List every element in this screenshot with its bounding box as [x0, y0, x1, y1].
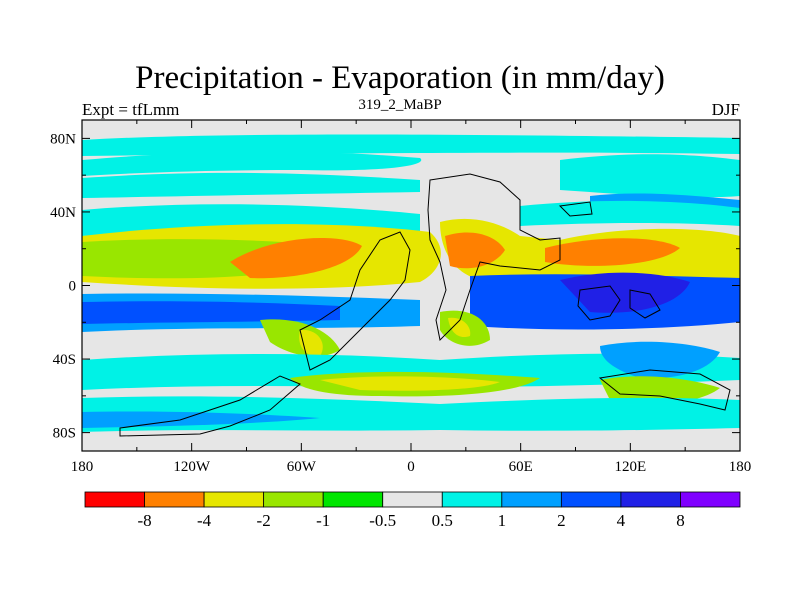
outline-africa-eurasia [427, 173, 561, 342]
field-band-n1 [82, 134, 740, 156]
field-s-ribbon-green-e [600, 376, 720, 404]
colorbar-label: -2 [257, 511, 271, 530]
season-label: DJF [711, 100, 740, 119]
colorbar-swatch [263, 491, 324, 508]
colorbar-swatch [382, 491, 443, 508]
x-tick-label: 60E [509, 459, 533, 475]
colorbar-swatch [501, 491, 562, 508]
colorbar-label: 1 [498, 511, 507, 530]
y-tick-label: 0 [69, 279, 77, 295]
colorbar-swatch [620, 491, 681, 508]
field-smid-blue-e [600, 341, 720, 379]
continent-outlines [119, 173, 731, 437]
outline-australia-e [629, 289, 661, 319]
outline-asia-fragment [558, 201, 593, 217]
field-eq-west-core [82, 301, 340, 324]
colorbar-swatch [144, 491, 205, 508]
field-ndry-west-core [230, 238, 362, 279]
y-tick-label: 40N [50, 205, 76, 221]
field-ndry-africa-core [445, 232, 505, 269]
colorbar: -8 -4 -2 -1 -0.5 0.5 1 2 4 8 [84, 491, 741, 530]
colorbar-swatch [84, 491, 145, 508]
field-nsub-cyan-e [520, 200, 740, 226]
axis-ticks: 180 120W 60W 0 60E 120E 180 80N 40N 0 40S 80S [50, 120, 751, 475]
colorbar-label: 0.5 [432, 511, 453, 530]
field-band-n3 [82, 172, 420, 198]
field-eq-east-core [560, 272, 690, 313]
outline-america [299, 231, 411, 371]
chart-title: Precipitation - Evaporation (in mm/day) [135, 60, 665, 96]
field-band-n2 [82, 151, 422, 176]
colorbar-label: 4 [617, 511, 626, 530]
colorbar-label: -8 [137, 511, 151, 530]
colorbar-swatch [441, 491, 503, 508]
x-tick-label: 180 [71, 459, 94, 475]
colorbar-swatch [322, 491, 384, 508]
colorbar-label: 2 [557, 511, 566, 530]
outline-antarctica [119, 375, 301, 437]
precip-evap-field [82, 120, 740, 451]
x-tick-label: 120W [173, 459, 211, 475]
colorbar-label: 8 [676, 511, 685, 530]
outline-southern-east [598, 369, 731, 411]
y-tick-label: 80S [53, 426, 76, 442]
colorbar-swatch [203, 491, 265, 508]
field-s-ribbon-yellow [320, 376, 500, 391]
field-ssub-patch-4 [448, 317, 471, 338]
experiment-label: Expt = tfLmm [82, 100, 180, 119]
colorbar-label: -4 [197, 511, 212, 530]
field-ndry-asia-core [545, 238, 680, 266]
x-tick-label: 180 [729, 459, 752, 475]
colorbar-label: -1 [316, 511, 330, 530]
field-spolar-blue [82, 411, 320, 428]
field-spolar-gray [82, 430, 740, 451]
colorbar-swatch [680, 491, 741, 508]
field-band-n4 [560, 154, 740, 198]
x-tick-label: 0 [407, 459, 415, 475]
x-tick-label: 120E [614, 459, 646, 475]
chart-subtitle: 319_2_MaBP [358, 97, 442, 113]
y-tick-label: 40S [53, 352, 76, 368]
x-tick-label: 60W [287, 459, 317, 475]
y-tick-label: 80N [50, 131, 76, 147]
colorbar-label: -0.5 [369, 511, 396, 530]
field-smid-cyan [82, 353, 740, 390]
colorbar-swatch [560, 491, 622, 508]
outline-australia-w [577, 285, 621, 321]
